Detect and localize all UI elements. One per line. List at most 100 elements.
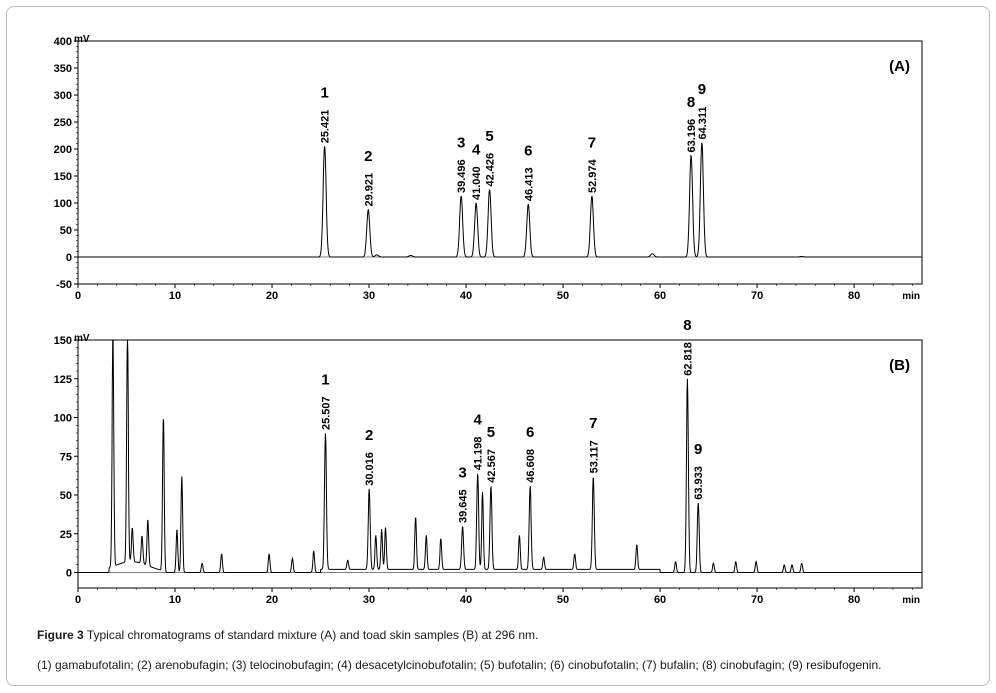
y-tick-label: 50 xyxy=(60,225,72,237)
peak-number: 2 xyxy=(364,148,372,165)
chromatogram-trace xyxy=(78,339,922,573)
y-tick-label: 0 xyxy=(66,252,72,264)
retention-time-label: 46.608 xyxy=(525,449,537,483)
peak-number: 3 xyxy=(457,134,465,151)
retention-time-label: 46.413 xyxy=(523,167,535,201)
retention-time-label: 62.818 xyxy=(682,342,694,376)
peak-label-3: 39.645 3 xyxy=(458,464,470,523)
retention-time-label: 41.198 xyxy=(473,437,485,471)
y-tick-label: 25 xyxy=(60,529,72,541)
x-tick-label: 20 xyxy=(266,594,278,606)
y-tick-label: 100 xyxy=(54,198,72,210)
plot-frame xyxy=(77,339,923,589)
retention-time-label: 30.016 xyxy=(364,452,376,486)
peak-label-2: 29.921 2 xyxy=(363,148,375,207)
peak-label-8: 63.196 8 xyxy=(686,94,698,153)
y-axis-unit: mV xyxy=(74,34,90,45)
peak-label-7: 52.974 7 xyxy=(587,134,599,193)
y-tick-label: 200 xyxy=(54,144,72,156)
plot-frame xyxy=(77,40,923,285)
y-tick-label: 350 xyxy=(54,63,72,75)
y-tick-label: 300 xyxy=(54,90,72,102)
x-axis-unit: min xyxy=(902,595,920,606)
peak-label-9: 64.311 9 xyxy=(697,81,709,140)
retention-time-label: 64.311 xyxy=(697,106,709,139)
peak-number: 4 xyxy=(473,412,482,429)
peak-label-7: 53.117 7 xyxy=(588,415,600,474)
x-tick-label: 80 xyxy=(848,290,860,302)
retention-time-label: 63.933 xyxy=(693,466,705,500)
y-tick-label: 125 xyxy=(54,374,72,386)
peak-label-4: 41.040 4 xyxy=(471,141,483,200)
retention-time-label: 25.421 xyxy=(320,110,332,144)
x-tick-label: 70 xyxy=(751,594,763,606)
retention-time-label: 53.117 xyxy=(588,440,600,473)
peak-label-6: 46.413 6 xyxy=(523,142,535,201)
y-tick-label: 75 xyxy=(60,451,72,463)
peak-label-8: 62.818 8 xyxy=(682,317,694,376)
x-tick-label: 60 xyxy=(654,290,666,302)
peak-number: 8 xyxy=(683,317,691,334)
panel-label: (A) xyxy=(889,58,910,75)
y-tick-label: -50 xyxy=(56,279,72,291)
peak-number: 5 xyxy=(485,128,493,145)
x-tick-label: 10 xyxy=(169,290,181,302)
peak-number: 3 xyxy=(458,464,466,481)
x-tick-label: 50 xyxy=(557,290,569,302)
peak-number: 4 xyxy=(472,141,481,158)
peak-label-6: 46.608 6 xyxy=(525,424,537,483)
x-tick-label: 60 xyxy=(654,594,666,606)
peak-label-4: 41.198 4 xyxy=(473,412,485,471)
retention-time-label: 39.645 xyxy=(458,489,470,523)
peak-label-2: 30.016 2 xyxy=(364,427,376,486)
peak-number: 2 xyxy=(365,427,373,444)
y-axis-unit: mV xyxy=(74,333,90,344)
y-tick-label: 50 xyxy=(60,490,72,502)
peak-label-9: 63.933 9 xyxy=(693,441,705,500)
retention-time-label: 63.196 xyxy=(686,119,698,153)
y-tick-label: 100 xyxy=(54,413,72,425)
figure-label: Figure 3 xyxy=(37,628,84,642)
x-tick-label: 10 xyxy=(169,594,181,606)
peak-number: 9 xyxy=(698,81,706,98)
x-tick-label: 80 xyxy=(848,594,860,606)
peak-number: 9 xyxy=(694,441,702,458)
x-tick-label: 30 xyxy=(363,290,375,302)
peak-number: 7 xyxy=(588,134,596,151)
x-tick-label: 0 xyxy=(75,594,81,606)
peak-number: 1 xyxy=(320,85,328,102)
x-tick-label: 70 xyxy=(751,290,763,302)
x-tick-label: 40 xyxy=(460,290,472,302)
y-tick-label: 0 xyxy=(66,568,72,580)
x-tick-label: 40 xyxy=(460,594,472,606)
figure-caption-text: Typical chromatograms of standard mixtur… xyxy=(86,628,539,642)
compound-legend: (1) gamabufotalin; (2) arenobufagin; (3)… xyxy=(37,658,882,672)
figure-caption: Figure 3 Typical chromatograms of standa… xyxy=(37,628,538,642)
retention-time-label: 41.040 xyxy=(471,166,483,200)
peak-label-1: 25.507 1 xyxy=(320,371,332,430)
peak-label-5: 42.426 5 xyxy=(485,128,497,187)
retention-time-label: 42.426 xyxy=(485,153,497,187)
peak-label-5: 42.567 5 xyxy=(486,424,498,483)
y-tick-label: 250 xyxy=(54,117,72,129)
chromatogram-trace xyxy=(78,142,922,258)
y-tick-label: 150 xyxy=(54,335,72,347)
peak-number: 6 xyxy=(526,424,534,441)
retention-time-label: 52.974 xyxy=(587,158,599,193)
peak-number: 6 xyxy=(524,142,532,159)
retention-time-label: 29.921 xyxy=(363,173,375,207)
x-tick-label: 50 xyxy=(557,594,569,606)
x-tick-label: 0 xyxy=(75,290,81,302)
panel-label: (B) xyxy=(889,357,910,374)
retention-time-label: 25.507 xyxy=(320,396,332,430)
peak-label-3: 39.496 3 xyxy=(456,134,468,193)
peak-number: 8 xyxy=(687,94,695,111)
x-axis-unit: min xyxy=(902,291,920,302)
peak-label-1: 25.421 1 xyxy=(320,85,332,144)
y-tick-label: 150 xyxy=(54,171,72,183)
peak-number: 7 xyxy=(589,415,597,432)
peak-number: 1 xyxy=(321,371,329,388)
peak-number: 5 xyxy=(487,424,495,441)
